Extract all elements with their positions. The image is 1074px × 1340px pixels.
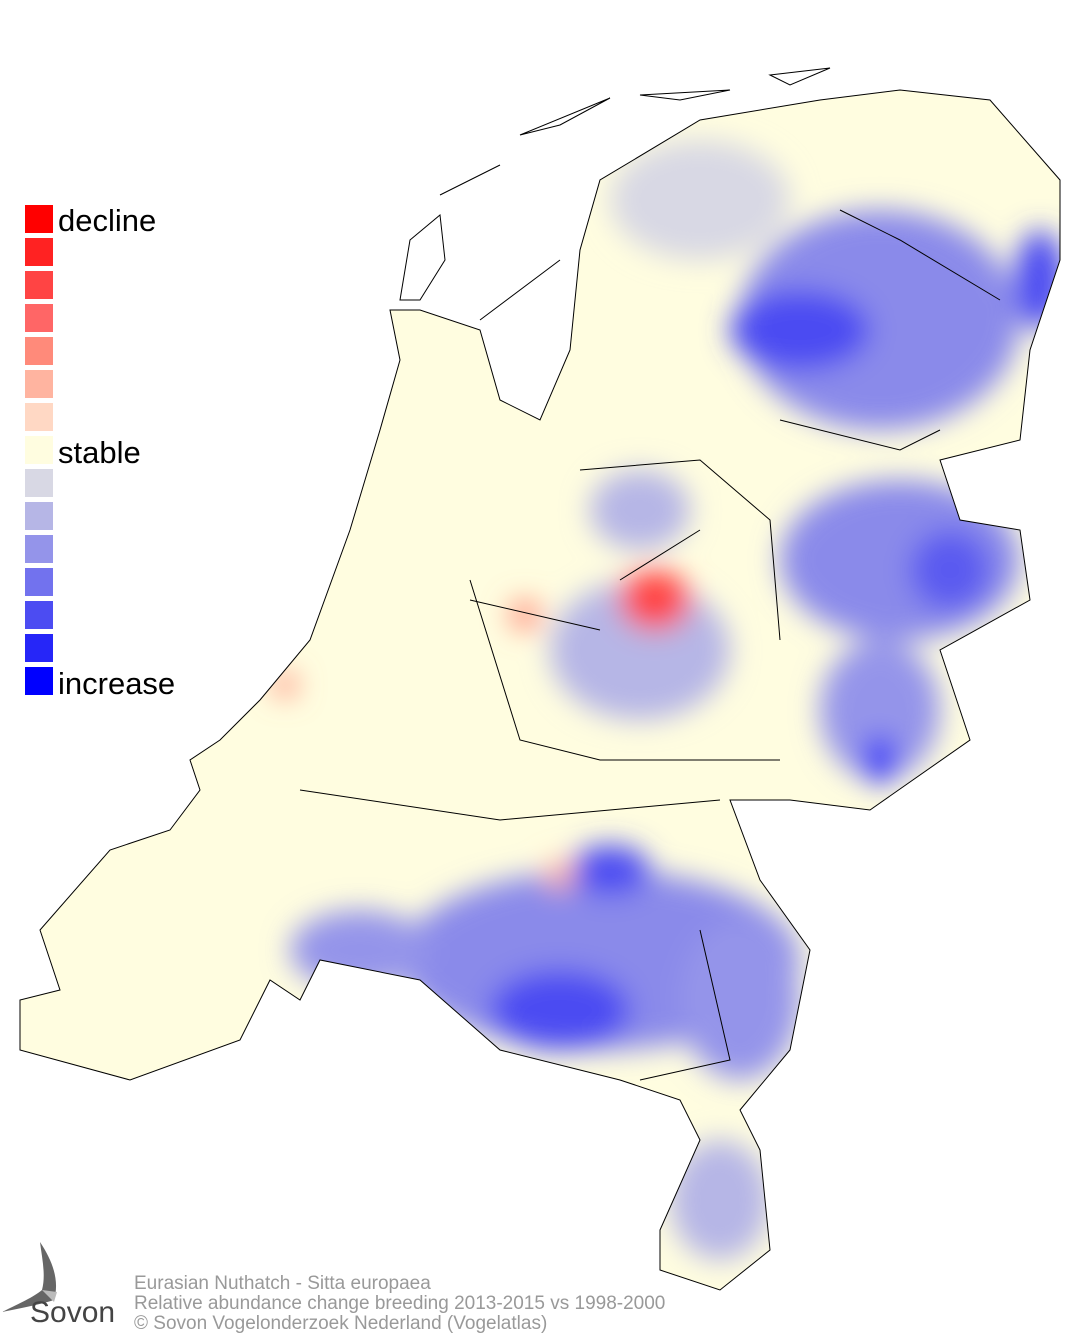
province-borders	[299, 209, 1001, 1081]
legend-swatch-increase-2	[25, 502, 53, 530]
species-name: Eurasian Nuthatch - Sitta europaea	[134, 1273, 431, 1294]
legend-swatch-increase-1	[25, 469, 53, 497]
islands-outline	[399, 67, 831, 301]
legend-swatch-decline-2	[25, 370, 53, 398]
legend-swatch-decline-6	[25, 238, 53, 266]
legend-swatch-increase-7	[25, 667, 53, 695]
legend-label-decline: decline	[58, 203, 157, 238]
legend-label-stable: stable	[58, 435, 141, 470]
legend-swatch-increase-3	[25, 535, 53, 563]
legend-swatch-decline-5	[25, 271, 53, 299]
legend-swatch-decline-7	[25, 205, 53, 233]
legend-swatch-decline-4	[25, 304, 53, 332]
sovon-logo-text: Sovon	[30, 1296, 116, 1329]
map-caption: Eurasian Nuthatch - Sitta europaea Relat…	[134, 1274, 665, 1334]
legend-swatch-stable	[25, 436, 53, 464]
sovon-logo-swallow-icon	[2, 1242, 57, 1312]
legend-swatch-increase-5	[25, 601, 53, 629]
legend-swatch-decline-1	[25, 403, 53, 431]
legend-swatch-decline-3	[25, 337, 53, 365]
legend-swatch-increase-6	[25, 634, 53, 662]
legend-label-increase: increase	[58, 666, 176, 701]
copyright: © Sovon Vogelonderzoek Nederland (Vogela…	[134, 1313, 548, 1334]
netherlands-land	[19, 67, 1061, 1291]
legend-swatch-increase-4	[25, 568, 53, 596]
map-description: Relative abundance change breeding 2013-…	[134, 1293, 666, 1314]
